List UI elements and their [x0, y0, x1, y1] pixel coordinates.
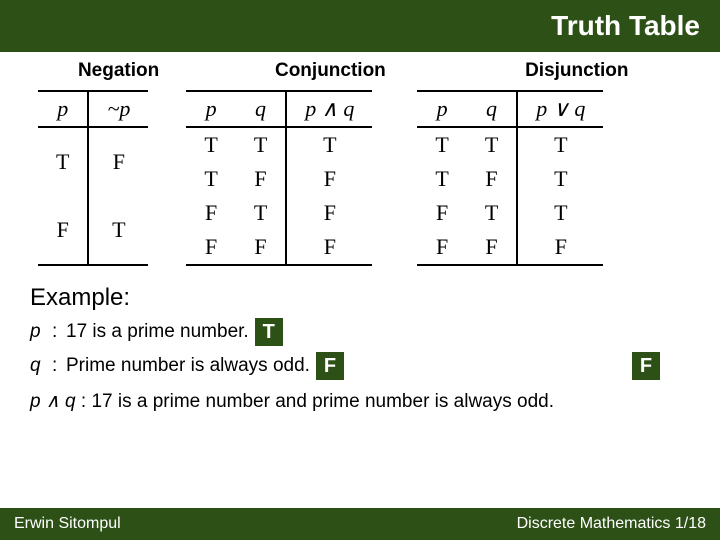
cell: F — [38, 196, 88, 265]
example-q-line: q : Prime number is always odd. F F — [30, 352, 690, 380]
footer-course: Discrete Mathematics — [517, 515, 671, 532]
p-symbol: p — [30, 321, 52, 343]
col-header: p — [186, 91, 235, 127]
cell: T — [186, 127, 235, 162]
truth-tables: p ~p T F F T p q p ∧ q TTT TFF FTF FFF — [0, 82, 720, 266]
negation-table: p ~p T F F T — [38, 90, 148, 266]
table-row: FTF — [186, 196, 372, 230]
cell: F — [417, 196, 466, 230]
cell: F — [236, 162, 286, 196]
col-header: q — [236, 91, 286, 127]
table-row: FTT — [417, 196, 603, 230]
table-row: FFF — [186, 230, 372, 265]
footer-page: 1/18 — [675, 515, 706, 532]
table-row: TFT — [417, 162, 603, 196]
p-text: 17 is a prime number. — [66, 321, 249, 343]
label-negation: Negation — [30, 60, 207, 82]
col-header: p ∨ q — [517, 91, 603, 127]
footer-right: Discrete Mathematics 1/18 — [517, 515, 706, 533]
cell: F — [88, 127, 148, 196]
cell: F — [286, 230, 372, 265]
col-header: ~p — [88, 91, 148, 127]
cell: T — [88, 196, 148, 265]
conclusion-lhs: p ∧ q — [30, 391, 76, 412]
example-p-line: p : 17 is a prime number. T — [30, 318, 690, 346]
footer-author: Erwin Sitompul — [14, 515, 121, 533]
slide-footer: Erwin Sitompul Discrete Mathematics 1/18 — [0, 508, 720, 540]
table-row: TFF — [186, 162, 372, 196]
cell: T — [236, 127, 286, 162]
label-disjunction: Disjunction — [464, 60, 690, 82]
disjunction-table: p q p ∨ q TTT TFT FTT FFF — [417, 90, 603, 266]
p-truth-badge: T — [255, 318, 283, 346]
table-row: TTT — [186, 127, 372, 162]
q-truth-badge: F — [316, 352, 344, 380]
table-row: T F — [38, 127, 148, 196]
cell: F — [517, 230, 603, 265]
cell: F — [186, 230, 235, 265]
cell: T — [517, 196, 603, 230]
colon: : — [52, 355, 66, 377]
slide-header: Truth Table — [0, 0, 720, 52]
cell: T — [517, 127, 603, 162]
col-header: p ∧ q — [286, 91, 372, 127]
conclusion-line: p ∧ q : 17 is a prime number and prime n… — [0, 380, 720, 413]
table-row: FFF — [417, 230, 603, 265]
slide-title: Truth Table — [551, 10, 700, 41]
cell: T — [38, 127, 88, 196]
cell: F — [286, 196, 372, 230]
cell: T — [286, 127, 372, 162]
table-row: TTT — [417, 127, 603, 162]
colon: : — [81, 391, 86, 412]
cell: F — [286, 162, 372, 196]
table-labels-row: Negation Conjunction Disjunction — [0, 52, 720, 82]
conclusion-text: 17 is a prime number and prime number is… — [91, 391, 554, 412]
cell: F — [467, 230, 517, 265]
colon: : — [52, 321, 66, 343]
q-symbol: q — [30, 355, 52, 377]
cell: F — [186, 196, 235, 230]
table-row: F T — [38, 196, 148, 265]
cell: T — [517, 162, 603, 196]
cell: T — [417, 162, 466, 196]
cell: T — [467, 127, 517, 162]
col-header: p — [417, 91, 466, 127]
cell: T — [236, 196, 286, 230]
result-truth-badge: F — [632, 352, 660, 380]
example-heading: Example: — [30, 284, 690, 312]
cell: T — [417, 127, 466, 162]
cell: T — [467, 196, 517, 230]
cell: F — [467, 162, 517, 196]
label-conjunction: Conjunction — [217, 60, 443, 82]
conjunction-table: p q p ∧ q TTT TFF FTF FFF — [186, 90, 372, 266]
cell: T — [186, 162, 235, 196]
col-header: p — [38, 91, 88, 127]
cell: F — [236, 230, 286, 265]
col-header: q — [467, 91, 517, 127]
cell: F — [417, 230, 466, 265]
q-text: Prime number is always odd. — [66, 355, 310, 377]
example-block: Example: p : 17 is a prime number. T q :… — [0, 266, 720, 380]
